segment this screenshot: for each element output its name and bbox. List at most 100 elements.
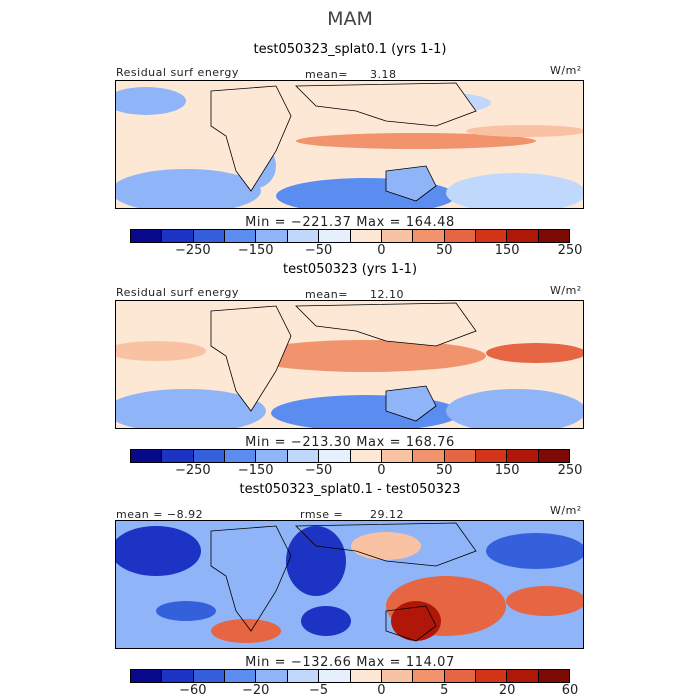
colorbar-swatch: [319, 670, 351, 682]
colorbar-swatch: [475, 670, 508, 682]
panel-3-colorbar: [130, 669, 570, 683]
colorbar-swatch: [413, 450, 445, 462]
colorbar-swatch: [193, 450, 226, 462]
colorbar-swatch: [475, 230, 508, 242]
map-field-patch: [156, 601, 216, 621]
main-title: MAM: [327, 8, 373, 30]
colorbar-swatch: [287, 230, 320, 242]
map-field-patch: [486, 533, 583, 569]
map-field-patch: [286, 526, 346, 596]
colorbar-swatch: [319, 230, 351, 242]
colorbar-swatch: [162, 230, 194, 242]
eurasia-outline: [295, 302, 477, 347]
panel-2-mean-value: 12.10: [370, 288, 404, 301]
eurasia-outline: [295, 522, 477, 567]
panel-3-colorbar-ticks: −60 −20 −5 0 5 20 60: [130, 683, 578, 699]
colorbar-swatch: [131, 230, 163, 242]
map-field-patch: [506, 586, 583, 616]
panel-1-map-svg: [116, 81, 583, 208]
colorbar-tick-label: 0: [377, 463, 386, 478]
panel-3-title: test050323_splat0.1 - test050323: [239, 482, 461, 497]
panel-2-units: W/m²: [550, 284, 582, 297]
panel-3-rmse-label: rmse =: [300, 508, 344, 521]
colorbar-swatch: [287, 450, 320, 462]
colorbar-tick-label: 150: [494, 243, 520, 258]
colorbar-swatch: [507, 670, 539, 682]
map-field-patch: [466, 125, 583, 137]
colorbar-swatch: [162, 670, 194, 682]
colorbar-tick-label: −150: [237, 243, 274, 258]
colorbar-swatch: [444, 450, 476, 462]
panel-2-minmax: Min = −213.30 Max = 168.76: [245, 435, 455, 450]
map-field-patch: [296, 133, 536, 149]
panel-2-colorbar: [130, 449, 570, 463]
colorbar-swatch: [162, 450, 194, 462]
colorbar-swatch: [381, 670, 414, 682]
colorbar-swatch: [256, 230, 288, 242]
colorbar-swatch: [131, 450, 163, 462]
colorbar-swatch: [538, 450, 570, 462]
map-field-patch: [486, 343, 583, 363]
colorbar-swatch: [538, 230, 570, 242]
panel-1-mean-label: mean=: [305, 68, 348, 81]
panel-3-minmax: Min = −132.66 Max = 114.07: [245, 655, 455, 670]
africa-outline: [210, 305, 292, 412]
colorbar-swatch: [381, 230, 414, 242]
colorbar-swatch: [507, 450, 539, 462]
colorbar-swatch: [193, 230, 226, 242]
africa-outline: [210, 525, 292, 632]
map-field-patch: [246, 340, 486, 372]
map-field-patch: [446, 389, 583, 428]
colorbar-tick-label: 50: [436, 463, 453, 478]
colorbar-swatch: [350, 670, 382, 682]
colorbar-tick-label: 20: [498, 683, 516, 698]
colorbar-tick-label: 50: [436, 243, 453, 258]
panel-3-map: [115, 520, 584, 649]
australia-outline: [385, 605, 437, 642]
map-field-patch: [116, 341, 206, 361]
panel-3-units: W/m²: [550, 504, 582, 517]
panel-2-map-svg: [116, 301, 583, 428]
panel-1-minmax: Min = −221.37 Max = 164.48: [245, 215, 455, 230]
colorbar-swatch: [444, 670, 476, 682]
colorbar-tick-label: −150: [237, 463, 274, 478]
panel-3-map-svg: [116, 521, 583, 648]
africa-outline: [210, 85, 292, 192]
panel-2-mean-label: mean=: [305, 288, 348, 301]
panel-2-field-label: Residual surf energy: [116, 286, 239, 299]
colorbar-swatch: [256, 450, 288, 462]
colorbar-tick-label: −250: [174, 463, 211, 478]
map-field-patch: [116, 169, 261, 208]
colorbar-swatch: [507, 230, 539, 242]
australia-outline: [385, 385, 437, 422]
colorbar-tick-label: −60: [179, 683, 207, 698]
map-field-patch: [116, 87, 186, 115]
colorbar-swatch: [538, 670, 570, 682]
map-field-patch: [116, 526, 201, 576]
panel-1-units: W/m²: [550, 64, 582, 77]
colorbar-swatch: [193, 670, 226, 682]
panel-3-mean-text: mean = −8.92: [116, 508, 204, 521]
map-field-patch: [301, 606, 351, 636]
colorbar-swatch: [444, 230, 476, 242]
colorbar-swatch: [350, 450, 382, 462]
colorbar-swatch: [256, 670, 288, 682]
colorbar-tick-label: 0: [377, 243, 386, 258]
map-field-patch: [446, 173, 583, 208]
colorbar-swatch: [225, 450, 257, 462]
colorbar-swatch: [381, 450, 414, 462]
panel-1-map: [115, 80, 584, 209]
colorbar-tick-label: −50: [304, 243, 333, 258]
colorbar-swatch: [319, 450, 351, 462]
colorbar-swatch: [225, 230, 257, 242]
map-field-patch: [211, 619, 281, 643]
colorbar-swatch: [475, 450, 508, 462]
panel-1-colorbar-ticks: −250 −150 −50 0 50 150 250: [130, 243, 582, 259]
colorbar-swatch: [413, 670, 445, 682]
colorbar-tick-label: 150: [494, 463, 520, 478]
colorbar-swatch: [413, 230, 445, 242]
panel-2-colorbar-ticks: −250 −150 −50 0 50 150 250: [130, 463, 582, 479]
panel-1-mean-value: 3.18: [370, 68, 397, 81]
colorbar-swatch: [287, 670, 320, 682]
colorbar-tick-label: −50: [304, 463, 333, 478]
